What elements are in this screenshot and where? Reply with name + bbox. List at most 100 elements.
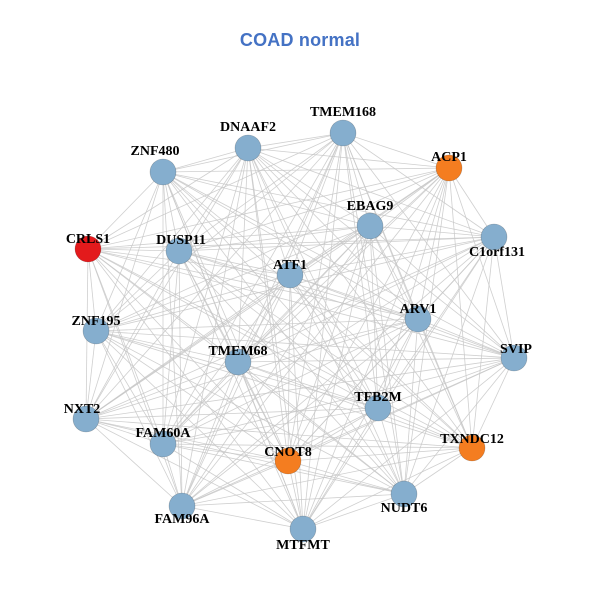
edge-ZNF195-FAM96A [95, 330, 183, 507]
edge-ARV1-MTFMT [302, 318, 419, 530]
node-label-MTFMT: MTFMT [276, 538, 330, 553]
edge-C1orf131-NXT2 [85, 236, 495, 420]
edge-ACP1-NXT2 [85, 167, 450, 420]
edge-EBAG9-NXT2 [85, 225, 371, 420]
edge-DNAAF2-ATF1 [247, 147, 291, 276]
edge-C1orf131-ATF1 [289, 236, 495, 276]
edge-CRLS1-TFB2M [87, 248, 379, 409]
node-label-C1orf131: C1orf131 [469, 245, 525, 260]
edge-ARV1-NXT2 [85, 318, 419, 420]
edge-ARV1-FAM96A [181, 318, 419, 507]
edge-EBAG9-ATF1 [289, 225, 371, 276]
edge-ATF1-NXT2 [85, 274, 291, 420]
edge-ZNF480-NXT2 [85, 171, 164, 420]
edge-ACP1-CNOT8 [287, 167, 450, 462]
edge-ACP1-ZNF195 [95, 167, 450, 332]
edge-ATF1-TFB2M [289, 274, 379, 409]
edge-DNAAF2-EBAG9 [247, 147, 371, 227]
edge-ZNF195-MTFMT [95, 330, 304, 530]
node-label-ATF1: ATF1 [273, 258, 307, 273]
edge-EBAG9-ZNF195 [95, 225, 371, 332]
edge-DUSP11-NXT2 [85, 250, 180, 420]
edge-ZNF480-TXNDC12 [162, 171, 473, 449]
edge-DUSP11-FAM96A [178, 250, 183, 507]
edge-NXT2-FAM96A [85, 418, 183, 507]
edge-TFB2M-FAM60A [162, 407, 379, 445]
node-FAM60A [149, 430, 177, 458]
edge-ACP1-TXNDC12 [448, 167, 473, 449]
edge-ACP1-ARV1 [417, 167, 450, 320]
edge-ATF1-ZNF195 [95, 274, 291, 332]
edge-C1orf131-MTFMT [302, 236, 495, 530]
edge-ATF1-TMEM68 [237, 274, 291, 363]
node-NXT2 [72, 405, 100, 433]
node-label-FAM60A: FAM60A [136, 426, 192, 441]
edge-ATF1-MTFMT [289, 274, 304, 530]
edge-ZNF195-CNOT8 [95, 330, 289, 462]
edge-TMEM168-EBAG9 [342, 132, 371, 227]
edge-SVIP-FAM96A [181, 357, 515, 507]
edge-NXT2-NUDT6 [85, 418, 405, 495]
node-label-ZNF195: ZNF195 [72, 314, 121, 329]
edge-ZNF480-ATF1 [162, 171, 291, 276]
edge-TMEM168-C1orf131 [342, 132, 495, 238]
edge-ZNF480-SVIP [162, 171, 515, 359]
node-label-CNOT8: CNOT8 [264, 445, 311, 460]
edge-ATF1-ARV1 [289, 274, 419, 320]
edge-EBAG9-FAM60A [162, 225, 371, 445]
node-NUDT6 [390, 480, 418, 508]
edge-CNOT8-TXNDC12 [287, 447, 473, 462]
edge-TFB2M-MTFMT [302, 407, 379, 530]
node-label-TFB2M: TFB2M [354, 390, 401, 405]
edge-DNAAF2-TMEM68 [237, 147, 249, 363]
edge-TMEM168-TXNDC12 [342, 132, 473, 449]
edge-EBAG9-FAM96A [181, 225, 371, 507]
edge-DUSP11-NUDT6 [178, 250, 405, 495]
edge-TMEM68-TXNDC12 [237, 361, 473, 449]
edge-ZNF480-CRLS1 [87, 171, 164, 250]
edge-ZNF195-FAM60A [95, 330, 164, 445]
edge-ZNF195-SVIP [95, 330, 515, 359]
edge-DNAAF2-ARV1 [247, 147, 419, 320]
node-TXNDC12 [458, 434, 486, 462]
edge-TMEM68-FAM96A [181, 361, 239, 507]
edge-DUSP11-TXNDC12 [178, 250, 473, 449]
edge-NUDT6-FAM96A [181, 493, 405, 507]
nodes-layer [72, 119, 528, 543]
edge-C1orf131-TMEM68 [237, 236, 495, 363]
edge-EBAG9-C1orf131 [369, 225, 495, 238]
edge-CRLS1-MTFMT [87, 248, 304, 530]
edge-EBAG9-DUSP11 [178, 225, 371, 252]
edge-DUSP11-ATF1 [178, 250, 291, 276]
edge-SVIP-TFB2M [377, 357, 515, 409]
edge-ATF1-NUDT6 [289, 274, 405, 495]
edge-EBAG9-CNOT8 [287, 225, 371, 462]
edge-ZNF480-C1orf131 [162, 171, 495, 238]
node-TFB2M [364, 394, 392, 422]
edge-TMEM168-TMEM68 [237, 132, 344, 363]
edge-SVIP-NXT2 [85, 357, 515, 420]
edge-CNOT8-NUDT6 [287, 460, 405, 495]
node-ZNF195 [82, 317, 110, 345]
edge-DNAAF2-NXT2 [85, 147, 249, 420]
edge-TMEM168-MTFMT [302, 132, 344, 530]
figure-title: COAD normal [239, 30, 361, 50]
node-label-TXNDC12: TXNDC12 [440, 432, 504, 447]
node-label-ZNF480: ZNF480 [131, 144, 180, 159]
edge-ARV1-TFB2M [377, 318, 419, 409]
edge-ACP1-SVIP [448, 167, 515, 359]
edge-SVIP-NUDT6 [403, 357, 515, 495]
edge-ZNF195-TMEM68 [95, 330, 239, 363]
edge-DUSP11-ZNF195 [95, 250, 180, 332]
edge-TXNDC12-FAM96A [181, 447, 473, 507]
node-label-ARV1: ARV1 [400, 302, 437, 317]
node-label-TMEM68: TMEM68 [208, 344, 267, 359]
node-label-NUDT6: NUDT6 [381, 501, 428, 516]
labels-layer: TMEM168 DNAAF2 ZNF480 ACP1 EBAG9 C1orf131 CRLS… [64, 105, 533, 553]
edge-DUSP11-SVIP [178, 250, 515, 359]
node-label-CRLS1: CRLS1 [66, 232, 110, 247]
node-CRLS1 [74, 235, 102, 263]
edge-FAM60A-CNOT8 [162, 443, 289, 462]
edge-DNAAF2-ZNF195 [95, 147, 249, 332]
